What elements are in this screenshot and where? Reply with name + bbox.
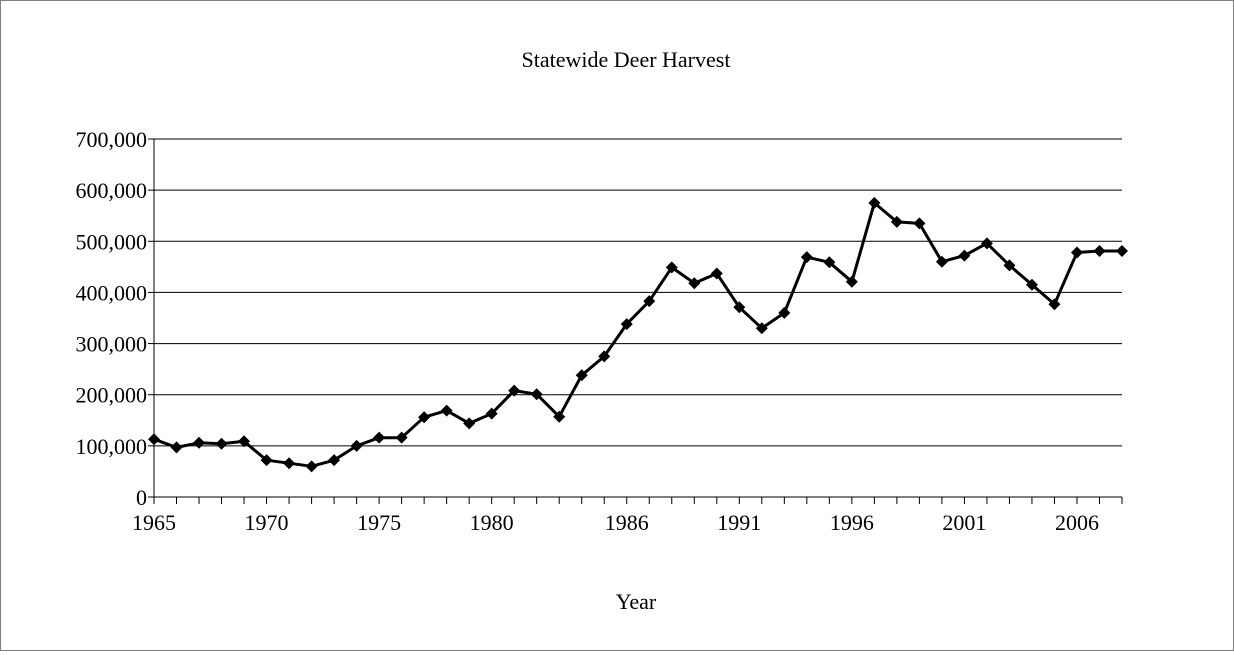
- y-tick-label: 100,000: [76, 434, 148, 459]
- data-point-marker: [778, 306, 791, 319]
- x-tick-label: 1991: [717, 510, 761, 535]
- data-point-marker: [238, 435, 251, 448]
- data-point-marker: [1070, 246, 1083, 259]
- data-point-marker: [283, 457, 296, 470]
- y-tick-label: 400,000: [76, 280, 148, 305]
- data-point-marker: [418, 411, 431, 424]
- x-tick-label: 1996: [830, 510, 874, 535]
- data-point-marker: [755, 322, 768, 335]
- x-tick-label: 2001: [942, 510, 986, 535]
- data-point-marker: [890, 215, 903, 228]
- x-tick-label: 1986: [605, 510, 649, 535]
- data-point-marker: [553, 410, 566, 423]
- data-point-marker: [148, 433, 160, 446]
- data-point-marker: [800, 251, 813, 264]
- y-tick-label: 700,000: [76, 127, 148, 152]
- data-point-marker: [1116, 245, 1128, 258]
- data-point-marker: [530, 388, 543, 401]
- data-point-marker: [193, 436, 206, 449]
- data-point-marker: [350, 439, 363, 452]
- data-point-marker: [1003, 259, 1016, 272]
- y-tick-label: 600,000: [76, 178, 148, 203]
- gridlines: [154, 138, 1122, 447]
- data-point-marker: [1048, 298, 1061, 311]
- data-point-marker: [913, 217, 926, 230]
- data-point-marker: [935, 255, 948, 268]
- x-tick-label: 1970: [245, 510, 289, 535]
- data-point-marker: [1025, 278, 1038, 291]
- data-point-marker: [598, 350, 611, 363]
- data-point-marker: [395, 431, 408, 444]
- data-point-marker: [373, 431, 386, 444]
- data-point-marker: [845, 275, 858, 288]
- data-point-marker: [823, 256, 836, 269]
- x-axis-label: Year: [616, 589, 657, 614]
- x-tick-label: 1965: [132, 510, 176, 535]
- data-series: [148, 196, 1128, 473]
- data-point-marker: [440, 404, 453, 417]
- data-point-marker: [328, 454, 341, 467]
- y-tick-label: 200,000: [76, 383, 148, 408]
- data-point-marker: [485, 407, 498, 420]
- x-tick-label: 2006: [1055, 510, 1099, 535]
- chart-title: Statewide Deer Harvest: [522, 47, 731, 72]
- data-point-marker: [305, 460, 318, 473]
- data-point-marker: [508, 384, 521, 397]
- data-point-marker: [710, 267, 723, 280]
- x-tick-labels: 1965 1970 1975 1980 1986 1991 1996 2001 2006: [132, 510, 1099, 535]
- x-tick-label: 1975: [357, 510, 401, 535]
- y-tick-label: 500,000: [76, 229, 148, 254]
- data-point-marker: [733, 301, 746, 314]
- data-point-marker: [215, 437, 228, 450]
- data-point-marker: [665, 261, 678, 274]
- data-point-marker: [463, 417, 476, 430]
- axes: [148, 138, 1123, 504]
- x-tick-label: 1980: [470, 510, 514, 535]
- data-point-marker: [170, 441, 183, 454]
- y-tick-label: 300,000: [76, 332, 148, 357]
- data-point-marker: [260, 454, 273, 467]
- data-point-marker: [1093, 245, 1106, 258]
- data-point-marker: [688, 277, 701, 290]
- data-point-marker: [868, 196, 881, 209]
- y-tick-labels: 0 100,000 200,000 300,000 400,000 500,000 600,…: [76, 127, 148, 510]
- data-point-marker: [620, 318, 633, 331]
- y-tick-label: 0: [136, 485, 147, 510]
- data-point-marker: [980, 237, 993, 250]
- series-line: [153, 201, 1122, 468]
- data-point-marker: [958, 249, 971, 262]
- data-point-marker: [575, 369, 588, 382]
- data-point-marker: [643, 295, 656, 308]
